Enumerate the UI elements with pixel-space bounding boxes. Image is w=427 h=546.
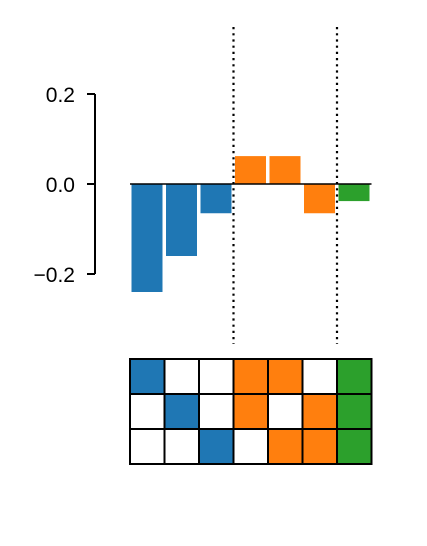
- matrix-cell-r2-c3: [198, 393, 235, 430]
- matrix-cell-r3-c2: [163, 428, 200, 465]
- y-tick-label: 0.0: [46, 174, 75, 197]
- matrix-cell-r1-c6: [301, 358, 338, 395]
- matrix-cell-r3-c6: [301, 428, 338, 465]
- bar-series: [131, 156, 370, 292]
- bar-4: [235, 156, 266, 184]
- matrix-cell-r1-c1: [129, 358, 166, 395]
- matrix-cell-r2-c5: [267, 393, 304, 430]
- matrix-cell-r1-c3: [198, 358, 235, 395]
- indicator-matrix: [129, 358, 373, 465]
- bar-2: [166, 184, 197, 256]
- matrix-cell-r3-c3: [198, 428, 235, 465]
- y-tick-label: 0.2: [46, 84, 75, 107]
- matrix-cell-r1-c2: [163, 358, 200, 395]
- y-axis: 0.2 0.0 −0.2: [34, 84, 96, 287]
- y-tick-label: −0.2: [34, 264, 75, 287]
- matrix-cell-r2-c1: [129, 393, 166, 430]
- matrix-cell-r3-c1: [129, 428, 166, 465]
- bar-3: [200, 184, 232, 214]
- bar-7: [338, 184, 370, 202]
- matrix-cell-r3-c5: [267, 428, 304, 465]
- bar-5: [269, 156, 301, 184]
- matrix-cell-r3-c7: [336, 428, 373, 465]
- matrix-cell-r1-c5: [267, 358, 304, 395]
- matrix-cell-r1-c7: [336, 358, 373, 395]
- matrix-cell-r2-c4: [232, 393, 269, 430]
- bar-1: [131, 184, 163, 292]
- matrix-cell-r2-c2: [163, 393, 200, 430]
- matrix-cell-r2-c7: [336, 393, 373, 430]
- bar-6: [304, 184, 335, 214]
- matrix-cell-r3-c4: [232, 428, 269, 465]
- matrix-cell-r2-c6: [301, 393, 338, 430]
- matrix-cell-r1-c4: [232, 358, 269, 395]
